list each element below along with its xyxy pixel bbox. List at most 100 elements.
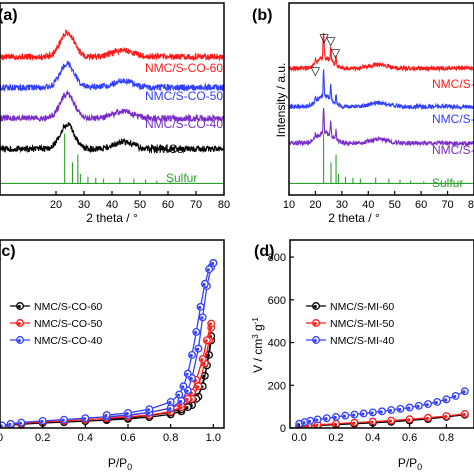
isotherm-point-fill-nmc-s-co-40 <box>198 305 202 310</box>
x-tick-label: 70 <box>441 199 453 211</box>
isotherm-point-fill-nmc-s-co-40 <box>210 261 215 266</box>
isotherm-point-fill-nmc-s-co-40 <box>178 399 183 404</box>
axes-a: 20 30 40 50 60 70 80 <box>0 2 230 211</box>
legend-label: NMC/S-CO-60 <box>34 301 102 313</box>
xrd-series-nmc-s-mi-50 <box>289 69 474 111</box>
x-tick-label: 60 <box>415 199 427 211</box>
isotherm-point-fill-nmc-s-co-40 <box>206 268 210 272</box>
y-tick-label: 800 <box>268 252 286 264</box>
panel-label-d: (d) <box>254 243 274 260</box>
axes-b: 10 20 30 40 50 60 70 80 <box>283 2 474 211</box>
isotherm-point-fill-nmc-s-mi-50 <box>315 423 319 427</box>
series-labels-b: NMC/S-MI-60 NMC/S-MI-50 NMC/S-MI-40 Sulfur <box>432 77 474 190</box>
isotherm-point-fill-nmc-s-mi-40 <box>407 406 411 410</box>
peak-marker: ▽ <box>331 46 341 60</box>
xrd-traces-a <box>0 29 224 185</box>
isotherm-line-nmc-s-co-40-desorption <box>106 262 214 416</box>
isotherm-point-fill-nmc-s-co-60 <box>185 406 189 410</box>
x-axis-label-d: P/P0 <box>398 456 422 472</box>
x-tick-label: 0.8 <box>439 432 454 444</box>
isotherm-point-fill-nmc-s-co-40 <box>176 393 180 397</box>
y-tick-label: 0 <box>280 423 286 435</box>
legend-c: NMC/S-CO-60 NMC/S-CO-50 NMC/S-CO-40 <box>10 301 102 347</box>
legend-marker-fill <box>313 322 317 326</box>
x-axis-label-b: 2 theta / ° <box>328 211 380 225</box>
isotherm-point-fill-nmc-s-mi-50 <box>407 418 411 422</box>
isotherm-point-fill-nmc-s-co-40 <box>104 414 108 418</box>
y-axis-label-b: Intensity / a.u. <box>274 63 288 138</box>
isotherm-point-fill-nmc-s-co-50 <box>208 322 212 326</box>
isotherm-point-fill-nmc-s-co-50 <box>196 385 200 389</box>
x-tick-label: 0 <box>0 432 3 444</box>
series-label: NMCs <box>150 142 183 156</box>
y-tick-label: 400 <box>268 338 286 350</box>
xrd-series-nmc-s-co-60 <box>0 29 224 62</box>
isotherm-point-fill-nmc-s-mi-40 <box>307 419 312 423</box>
x-tick-label: 80 <box>218 199 230 211</box>
plot-frame <box>289 239 474 429</box>
xrd-series-nmc-s-co-50 <box>0 60 224 92</box>
isotherm-point-fill-nmc-s-mi-40 <box>434 400 438 405</box>
x-tick-label: 80 <box>468 199 474 211</box>
isotherm-point-fill-nmc-s-co-40 <box>168 407 172 411</box>
isotherm-point-fill-nmc-s-co-40 <box>82 417 87 421</box>
legend-marker-fill <box>17 339 21 343</box>
x-tick-label: 20 <box>50 199 62 211</box>
isotherm-point-fill-nmc-s-mi-40 <box>444 398 448 402</box>
series-label: Sulfur <box>432 176 463 190</box>
isotherm-point-fill-nmc-s-mi-40 <box>379 410 383 414</box>
isotherm-point-fill-nmc-s-co-40 <box>202 282 206 287</box>
isotherm-point-fill-nmc-s-mi-40 <box>333 415 337 420</box>
isotherm-point-fill-nmc-s-co-40 <box>18 421 23 425</box>
isotherm-point-fill-nmc-s-co-40 <box>168 400 172 405</box>
y-tick-label: 600 <box>268 295 286 307</box>
isotherm-point-fill-nmc-s-co-40 <box>146 408 151 412</box>
x-tick-label: 40 <box>362 199 374 211</box>
series-label: Sulfur <box>166 171 197 185</box>
x-tick-label: 0.2 <box>328 432 343 444</box>
xrd-series-nmc-s-co-40 <box>0 89 224 123</box>
isotherm-point-fill-nmc-s-co-50 <box>185 397 189 401</box>
legend-label: NMC/S-CO-40 <box>34 335 102 347</box>
panel-label-b: (b) <box>252 7 272 24</box>
isotherm-point-fill-nmc-s-co-40 <box>189 376 193 381</box>
xrd-series-sulfur <box>289 133 474 185</box>
x-tick-label: 0.0 <box>292 432 307 444</box>
series-label: NMC/S-CO-60 <box>145 61 223 75</box>
isotherm-point-fill-nmc-s-co-50 <box>204 339 208 343</box>
legend-marker-fill <box>17 322 21 326</box>
x-tick-label: 50 <box>389 199 401 211</box>
isotherm-point-fill-nmc-s-co-40 <box>196 347 200 351</box>
axes-d: 0.0 0.2 0.4 0.6 0.8 0 200 400 600 800 <box>268 239 474 444</box>
x-tick-label: 30 <box>78 199 90 211</box>
isotherm-point-fill-nmc-s-mi-50 <box>370 420 374 424</box>
isotherm-point-fill-nmc-s-mi-40 <box>453 394 457 399</box>
x-tick-label: 1.0 <box>206 432 221 444</box>
isotherm-point-fill-nmc-s-mi-40 <box>388 409 392 413</box>
isotherm-point-fill-nmc-s-co-40 <box>189 353 193 358</box>
isotherm-point-fill-nmc-s-co-40 <box>61 418 65 422</box>
xrd-series-nmc-s-mi-40 <box>289 107 474 148</box>
x-tick-label: 40 <box>106 199 118 211</box>
isotherm-point-fill-nmc-s-co-50 <box>200 358 204 362</box>
xrd-series-nmc-s-mi-60 <box>289 32 474 73</box>
series-label: NMC/S-MI-40 <box>432 143 474 157</box>
isotherm-point-fill-nmc-s-co-40 <box>181 385 185 389</box>
isotherm-point-fill-nmc-s-mi-40 <box>416 404 420 408</box>
xrd-series-nmcs <box>0 121 224 155</box>
x-tick-label: 0.2 <box>35 432 50 444</box>
x-tick-label: 60 <box>162 199 174 211</box>
series-label: NMC/S-MI-60 <box>432 77 474 91</box>
axes-c: 0 0.2 0.4 0.6 0.8 1.0 <box>0 239 225 444</box>
xrd-traces-b <box>289 32 474 185</box>
panel-b: (b) Intensity / a.u. ▽▽▽▽ NMC/S-MI-60NMC… <box>252 2 474 225</box>
isotherm-point-fill-nmc-s-mi-40 <box>361 412 365 416</box>
x-tick-label: 0.8 <box>163 432 178 444</box>
isotherm-point-fill-nmc-s-mi-40 <box>370 411 374 415</box>
panel-label-a: (a) <box>0 7 18 24</box>
series-label: NMC/S-MI-50 <box>432 112 474 126</box>
isotherm-point-fill-nmc-s-co-40 <box>185 389 189 393</box>
panel-label-c: (c) <box>0 243 16 260</box>
plot-frame <box>0 239 225 429</box>
